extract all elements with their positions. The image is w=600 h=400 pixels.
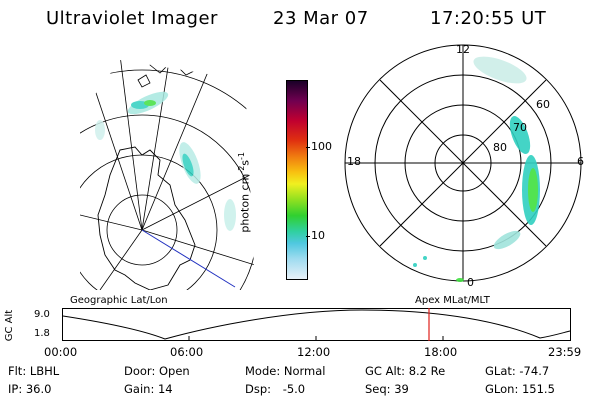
geographic-caption: Geographic Lat/Lon [70,295,168,306]
colorbar-tick-100: 100 [311,140,332,153]
info-mode: Mode: Normal [245,364,326,378]
altitude-timeline-plot [62,308,571,341]
xtick-1800: 18:00 [424,345,458,359]
mlt-label-0: 0 [467,276,474,289]
colorbar-tick-10: 10 [311,229,325,242]
mlat-label-70: 70 [513,121,527,134]
info-door: Door: Open [124,364,190,378]
info-glon: GLon: 151.5 [485,382,555,396]
apex-caption: Apex MLat/MLT [415,295,490,306]
projection-line [141,229,236,288]
geographic-map [80,60,255,290]
polar-mlat-mlt-plot [344,44,582,282]
altitude-ymax: 9.0 [34,309,50,320]
color-scale-bar [286,80,308,280]
info-dsp: Dsp: -5.0 [245,382,306,396]
xtick-0000: 00:00 [44,345,78,359]
mlat-label-60: 60 [536,98,550,111]
xtick-0600: 06:00 [170,345,204,359]
colorbar-unit-label: photon cm-2s-1 [237,151,252,233]
info-seq: Seq: 39 [365,382,409,396]
tick-mark [306,236,310,237]
info-ip: IP: 36.0 [8,382,52,396]
mlat-label-80: 80 [493,141,507,154]
info-gain: Gain: 14 [124,382,173,396]
date-label: 23 Mar 07 [273,8,369,29]
time-label: 17:20:55 UT [430,8,547,29]
instrument-title: Ultraviolet Imager [46,8,218,29]
altitude-ymin: 1.8 [34,328,50,339]
mlt-label-12: 12 [456,43,470,56]
altitude-ylabel: GC Alt [4,309,16,342]
xtick-1200: 12:00 [297,345,331,359]
info-glat: GLat: -74.7 [485,364,550,378]
tick-mark [306,147,310,148]
mlt-label-6: 6 [577,155,584,168]
altitude-curve [62,309,571,340]
info-gc-alt: GC Alt: 8.2 Re [365,364,446,378]
info-flt: Flt: LBHL [8,364,60,378]
mlt-label-18: 18 [347,155,361,168]
xtick-2359: 23:59 [548,345,582,359]
